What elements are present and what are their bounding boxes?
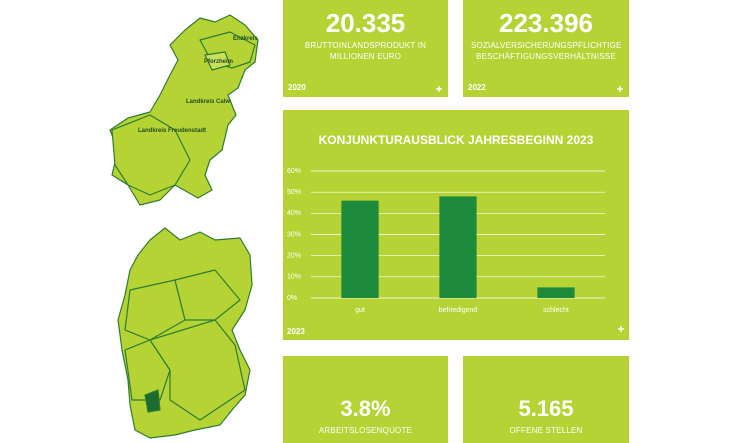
x-tick-label: gut [355, 307, 365, 314]
y-tick-label: 50% [287, 189, 301, 196]
kpi-value: 223.396 [499, 8, 593, 38]
y-tick-label: 0% [287, 295, 297, 302]
map-label: Landkreis Calw [186, 99, 230, 105]
kpi-label: SOZIALVERSICHERUNGSPFLICHTIGE BESCHÄFTIG… [471, 41, 622, 61]
kpi-value: 5.165 [518, 396, 574, 421]
y-tick-label: 20% [287, 253, 301, 260]
kpi-tile: 223.396 SOZIALVERSICHERUNGSPFLICHTIGE BE… [463, 0, 629, 97]
kpi-tile: 20.335 BRUTTOINLANDSPRODUKT IN MILLIONEN… [283, 0, 448, 97]
germany-map [117, 227, 253, 439]
y-tick-label: 60% [287, 168, 301, 175]
chart-year: 2023 [287, 327, 305, 336]
bar [537, 287, 575, 298]
map-label: Pforzheim [204, 59, 233, 65]
plus-icon[interactable] [618, 326, 624, 332]
chart-tile: KONJUNKTURAUSBLICK JAHRESBEGINN 2023 202… [283, 110, 629, 340]
maps: Enzkreis Pforzheim Landkreis Calw Landkr… [109, 14, 259, 439]
x-tick-label: befriedigend [439, 307, 478, 314]
chart: KONJUNKTURAUSBLICK JAHRESBEGINN 2023 202… [287, 133, 624, 336]
bar [341, 200, 379, 298]
map-label: Landkreis Freudenstadt [138, 128, 206, 134]
kpi-value: 20.335 [325, 8, 406, 38]
kpi-year: 2022 [468, 83, 486, 92]
chart-title: KONJUNKTURAUSBLICK JAHRESBEGINN 2023 [319, 133, 594, 147]
plus-icon[interactable] [436, 86, 442, 92]
y-tick-label: 40% [287, 210, 301, 217]
kpi-tile: 5.165 OFFENE STELLEN [463, 356, 629, 443]
kpi-label: BRUTTOINLANDSPRODUKT IN MILLIONEN EURO [304, 41, 427, 61]
kpi-tile: 3.8% ARBEITSLOSENQUOTE [283, 356, 448, 443]
kpi-label: ARBEITSLOSENQUOTE [318, 426, 413, 435]
y-tick-label: 30% [287, 231, 301, 238]
plus-icon[interactable] [617, 86, 623, 92]
y-tick-label: 10% [287, 274, 301, 281]
bar [439, 196, 477, 298]
map-label: Enzkreis [233, 36, 258, 42]
kpi-value: 3.8% [340, 396, 391, 421]
region-map [109, 14, 259, 206]
kpi-label: OFFENE STELLEN [509, 426, 583, 435]
kpi-year: 2020 [288, 83, 306, 92]
x-tick-label: schlecht [543, 307, 569, 314]
